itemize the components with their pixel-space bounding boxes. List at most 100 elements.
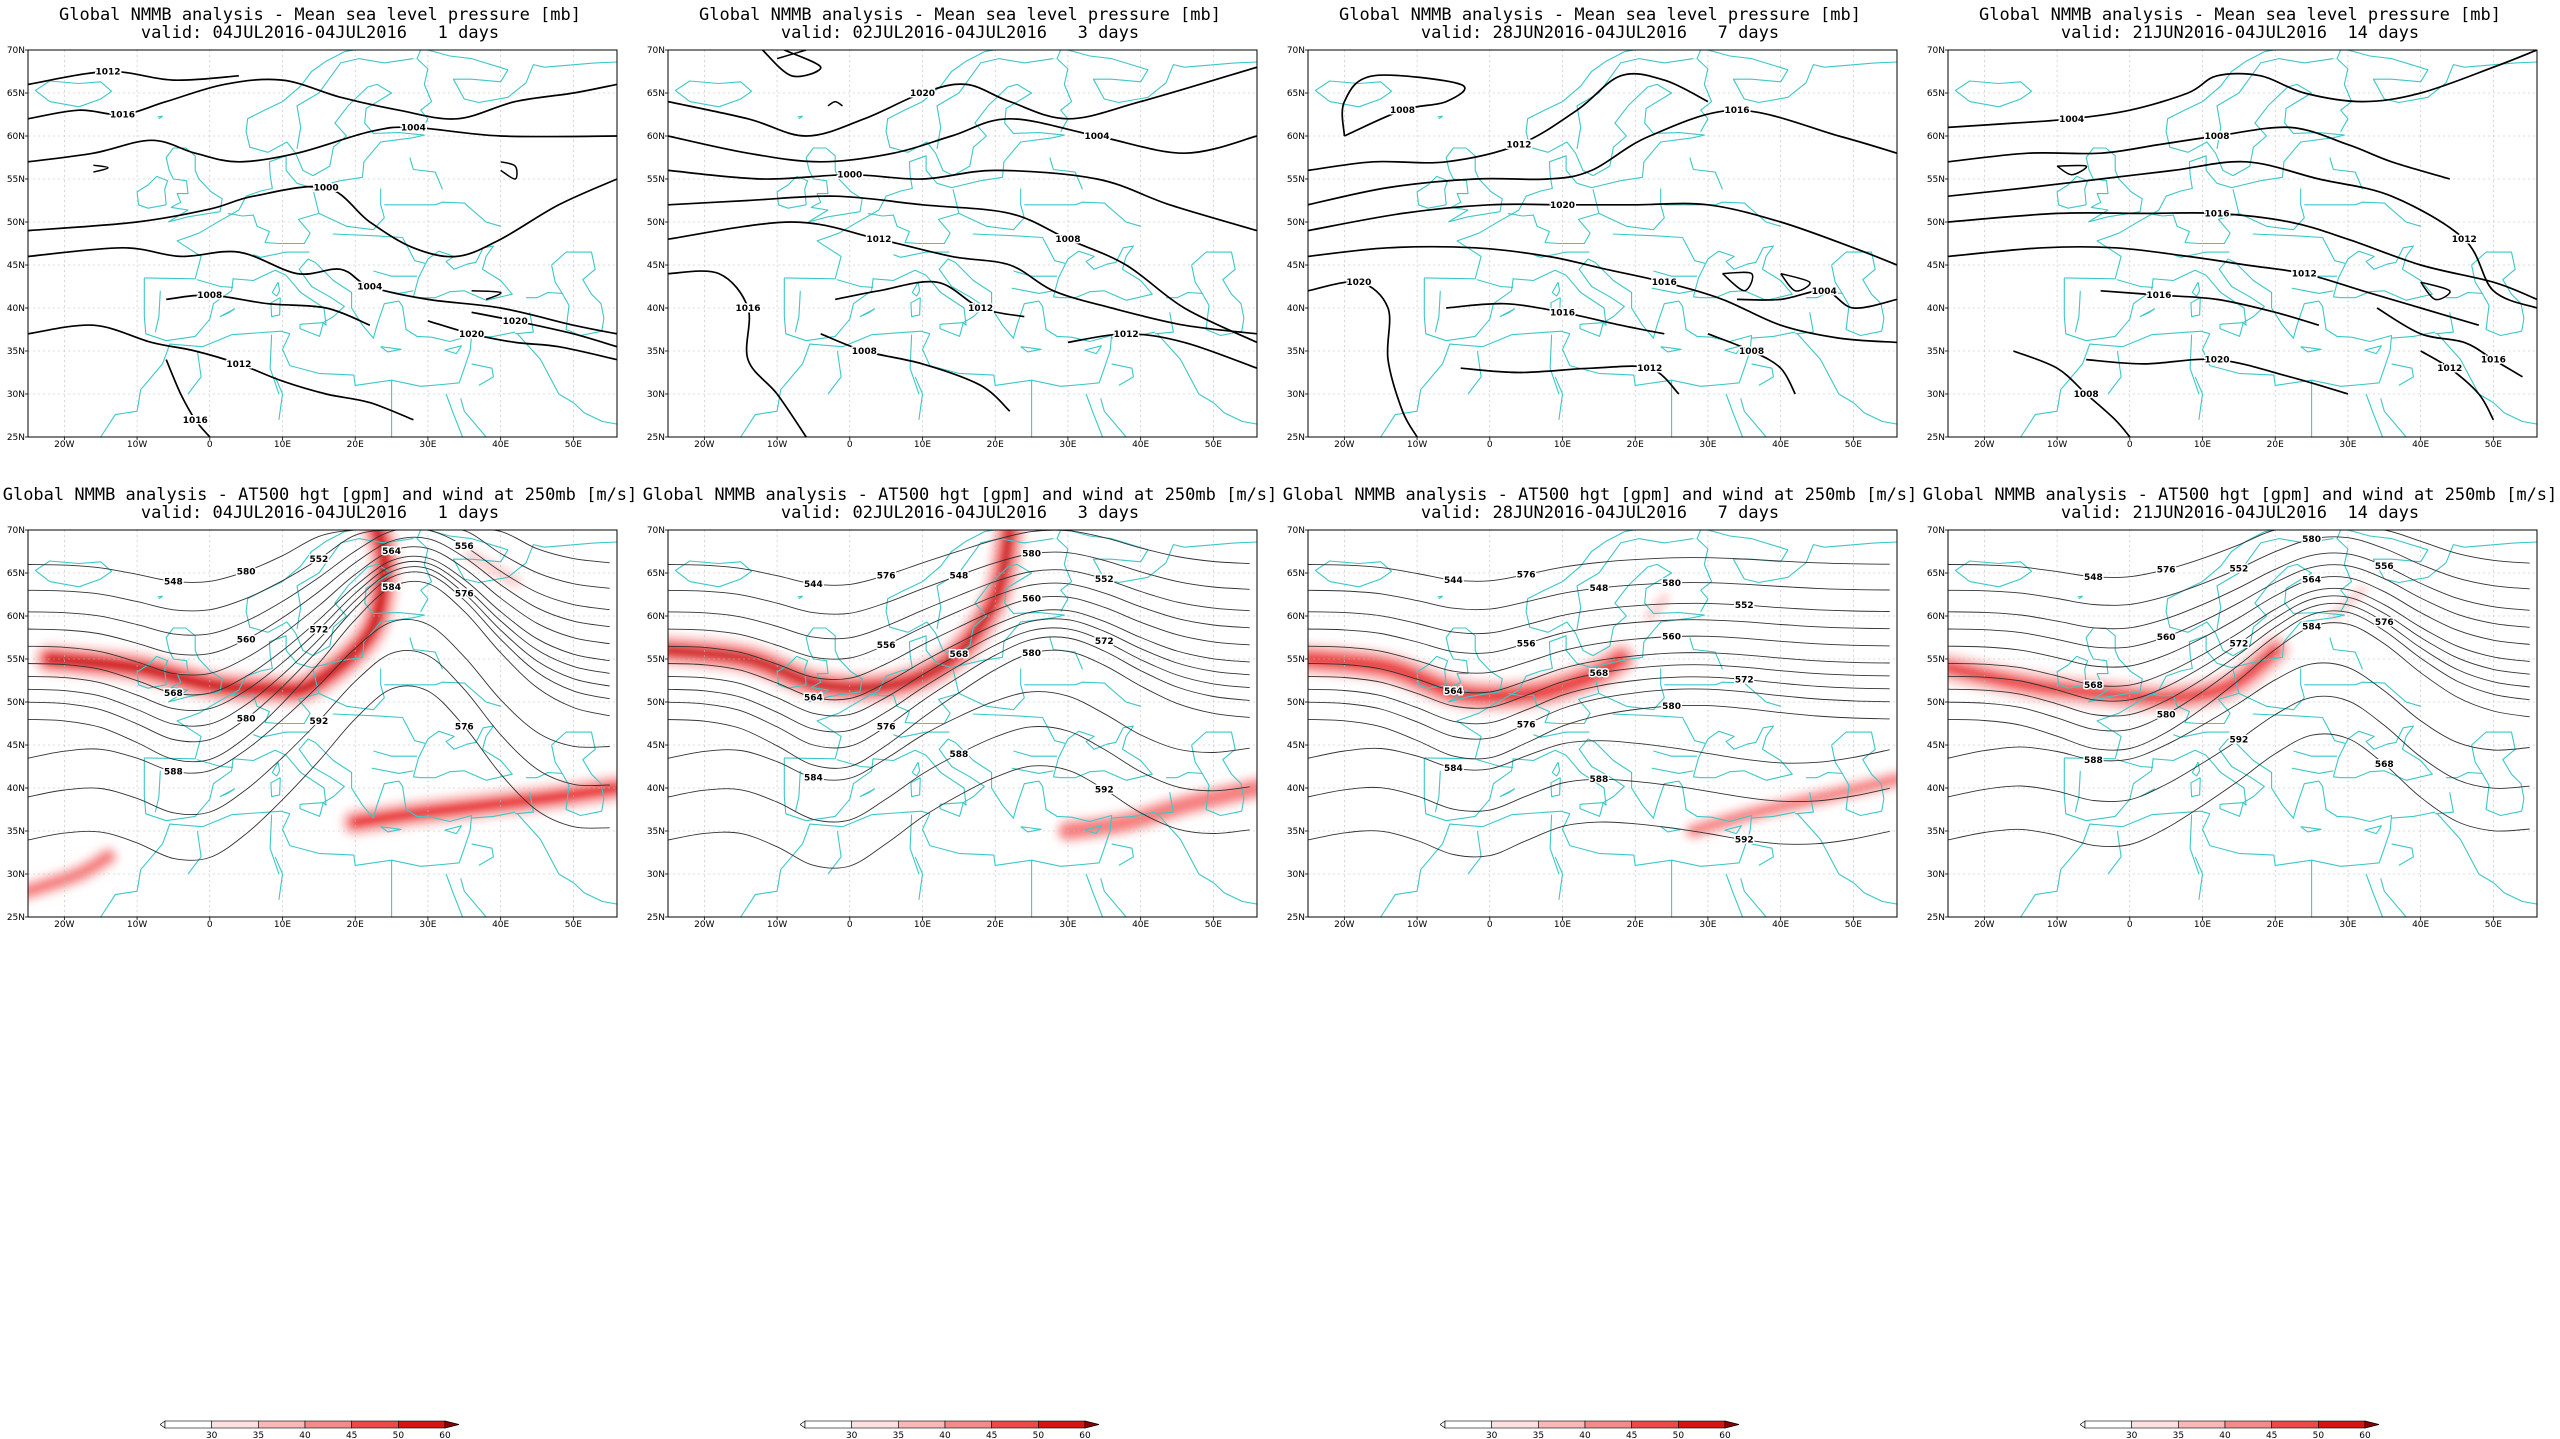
height-contour	[668, 530, 1250, 586]
colorbar-tick-label: 60	[2359, 1431, 2371, 1439]
latitude-tick-label: 45N	[647, 741, 665, 751]
contour-labels: 1004100810121016102010121008101610201020…	[94, 66, 529, 427]
coastlines	[34, 50, 617, 437]
latitude-tick-label: 30N	[1287, 870, 1305, 880]
jet-stream-band	[668, 530, 1021, 699]
panel-valid-period: valid: 21JUN2016-04JUL2016 14 days	[2060, 23, 2420, 43]
height-contour	[28, 571, 610, 743]
colorbar-segment	[2131, 1420, 2179, 1429]
colorbar-segment	[898, 1420, 946, 1429]
longitude-tick-label: 0	[207, 440, 213, 450]
contour-label: 1008	[1390, 106, 1415, 116]
contour-label: 1016	[183, 416, 208, 426]
contour-label: 1012	[1550, 201, 1575, 211]
pressure-isobars	[1308, 72, 1897, 437]
contour-label: 572	[1735, 676, 1754, 686]
height-contour	[1948, 564, 2530, 649]
contour-labels: 1004 1008 1012 1016 1012 1016 1020 1016 1012 1008…	[2058, 113, 2508, 401]
colorbar-tick-label: 30	[846, 1431, 858, 1439]
colorbar-segment	[2084, 1420, 2132, 1429]
isobar	[668, 270, 807, 437]
jet-core	[47, 530, 387, 693]
map-frame	[1307, 529, 1898, 918]
longitude-tick-label: 10E	[274, 920, 291, 930]
colorbar-tick-label: 35	[2173, 1431, 2184, 1439]
latitude-tick-label: 25N	[7, 433, 25, 443]
latitude-tick-label: 30N	[7, 870, 25, 880]
isobar	[668, 117, 1257, 163]
jet-stream-band	[1643, 592, 1671, 622]
longitude-tick-label: 30E	[1059, 440, 1076, 450]
map-canvas: 548 552 556 560 564 568 572 576 580 584 588 592 576 5…	[7, 526, 618, 930]
contour-label: 572	[2229, 640, 2248, 650]
axis-labels: 20W 10W 0 10E 20E 30E 40E 50E 70N 65N 60N 55N 50N 45N…	[647, 46, 1222, 450]
colorbar-segment	[1631, 1420, 1679, 1429]
map-panel-z500-1d: Global NMMB analysis - AT500 hgt [gpm] a…	[0, 480, 640, 1439]
longitude-tick-label: 20E	[987, 440, 1004, 450]
isobar	[2056, 164, 2088, 176]
colorbar-segment	[1538, 1420, 1586, 1429]
longitude-tick-label: 40E	[2412, 440, 2429, 450]
height-contour	[28, 560, 610, 712]
contour-label: 1012	[1637, 364, 1662, 374]
map-canvas: 544 548 552 556 560 564 568 572 576 580 584 588 592 5…	[1287, 526, 1898, 930]
height-contour	[1308, 688, 1890, 740]
colorbar-segment	[851, 1420, 899, 1429]
longitude-tick-label: 30E	[1699, 440, 1716, 450]
latitude-tick-label: 40N	[7, 304, 25, 314]
contour-label: 1012	[2452, 235, 2477, 245]
isobar	[1308, 109, 1897, 206]
height-contour	[1948, 602, 2530, 717]
longitude-tick-label: 10W	[767, 920, 787, 930]
isobar	[1780, 272, 1811, 292]
isobar	[668, 66, 1257, 137]
panel-valid-period: valid: 28JUN2016-04JUL2016 7 days	[1420, 503, 1780, 523]
panel-title: Global NMMB analysis - AT500 hgt [gpm] a…	[2, 485, 638, 505]
contour-label: 580	[1662, 579, 1681, 589]
isobar	[1707, 333, 1796, 395]
contour-label: 576	[1517, 570, 1536, 580]
colorbar-segment	[2271, 1420, 2319, 1429]
longitude-tick-label: 50E	[1845, 920, 1862, 930]
latitude-tick-label: 70N	[1927, 526, 1945, 536]
longitude-tick-label: 0	[1487, 920, 1493, 930]
contour-label: 1008	[2205, 132, 2230, 142]
longitude-tick-label: 20E	[987, 920, 1004, 930]
contour-label: 1004	[401, 123, 426, 133]
latitude-tick-label: 55N	[7, 655, 25, 665]
longitude-tick-label: 40E	[2412, 920, 2429, 930]
colorbar-tick-label: 30	[206, 1431, 218, 1439]
latitude-tick-label: 30N	[647, 870, 665, 880]
isobar	[1460, 365, 1680, 395]
map-canvas: 1000 1004 1008 1012 1016 1020 1016 1012 1008 1004…	[1287, 46, 1898, 450]
isobar	[1308, 72, 1709, 172]
longitude-tick-label: 20W	[54, 440, 74, 450]
map-frame	[27, 529, 618, 918]
graticule	[1308, 50, 1897, 437]
geopotential-contours	[1948, 530, 2530, 848]
height-contour	[668, 551, 1250, 615]
longitude-tick-label: 50E	[565, 920, 582, 930]
contour-labels: 1000 1004 1008 1012 1016 1020 1016 1012 1008 1004…	[1345, 105, 1838, 376]
height-contour	[1308, 821, 1890, 858]
contour-label: 1016	[1550, 308, 1575, 318]
isobar	[668, 195, 1257, 344]
axis-labels: 20W 10W 0 10E 20E 30E 40E 50E 70N 65N 60N 55N 50N 45N…	[1927, 526, 2502, 930]
contour-label: 1000	[314, 184, 339, 194]
contour-label: 576	[455, 722, 474, 732]
contour-label: 584	[382, 583, 401, 593]
contour-label: 576	[2375, 618, 2394, 628]
longitude-tick-label: 0	[2127, 440, 2133, 450]
contour-label: 576	[455, 589, 474, 599]
colorbar-segment	[351, 1420, 399, 1429]
latitude-tick-label: 65N	[1287, 89, 1305, 99]
contour-labels: 548 552 556 560 564 568 572 576 580 584 588 592 576 5…	[163, 541, 476, 779]
contour-label: 1008	[2074, 390, 2099, 400]
contour-label: 564	[1444, 687, 1463, 697]
longitude-tick-label: 20W	[1974, 440, 1994, 450]
contour-label: 1012	[866, 235, 891, 245]
latitude-tick-label: 45N	[1287, 741, 1305, 751]
latitude-tick-label: 60N	[647, 132, 665, 142]
graticule	[1948, 530, 2537, 917]
